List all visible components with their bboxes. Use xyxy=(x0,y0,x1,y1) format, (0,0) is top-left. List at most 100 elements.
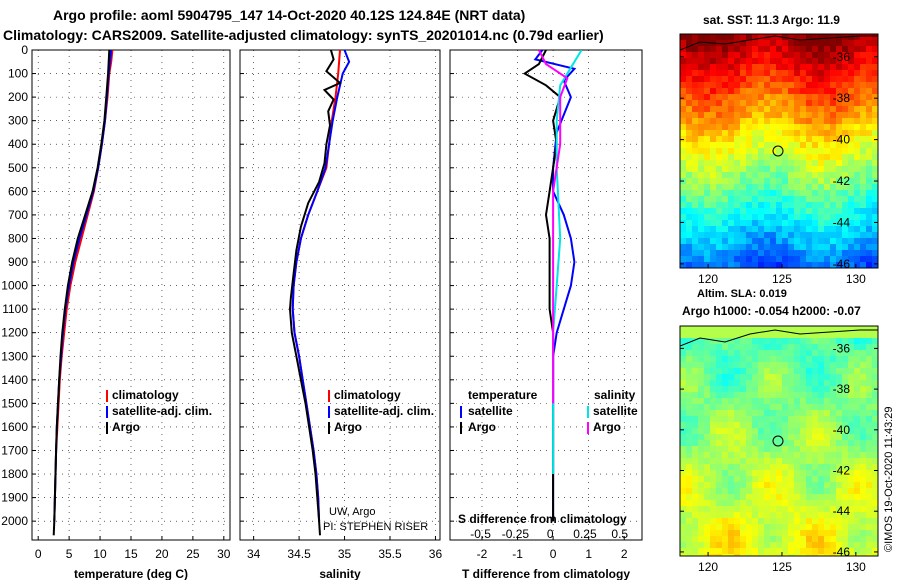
map-cell xyxy=(854,338,860,344)
map-cell xyxy=(860,554,866,556)
map-cell xyxy=(848,404,854,410)
map-cell xyxy=(776,136,782,142)
map-cell xyxy=(866,148,872,154)
map-cell xyxy=(758,70,764,76)
map-cell xyxy=(770,52,776,58)
map-cell xyxy=(830,380,836,386)
map-cell xyxy=(716,404,722,410)
map-cell xyxy=(812,416,818,422)
map-cell xyxy=(854,82,860,88)
map-cell xyxy=(740,40,746,46)
map-cell xyxy=(698,40,704,46)
map-cell xyxy=(704,52,710,58)
map-cell xyxy=(740,190,746,196)
map-cell xyxy=(782,548,788,554)
map-cell xyxy=(740,518,746,524)
map-cell xyxy=(782,494,788,500)
map-cell xyxy=(728,410,734,416)
map-cell xyxy=(722,476,728,482)
map-cell xyxy=(692,404,698,410)
map-cell xyxy=(872,350,878,356)
map-cell xyxy=(848,40,854,46)
map-cell xyxy=(800,178,806,184)
map-cell xyxy=(740,232,746,238)
map-cell xyxy=(782,530,788,536)
map-cell xyxy=(812,190,818,196)
map-cell xyxy=(704,542,710,548)
map-cell xyxy=(776,70,782,76)
map-cell xyxy=(752,410,758,416)
map-cell xyxy=(800,392,806,398)
map-cell xyxy=(704,46,710,52)
map-cell xyxy=(770,94,776,100)
map-cell xyxy=(836,148,842,154)
map-cell xyxy=(818,326,824,332)
map-cell xyxy=(710,82,716,88)
map-cell xyxy=(716,356,722,362)
map-cell xyxy=(734,142,740,148)
map-cell xyxy=(788,232,794,238)
map-cell xyxy=(782,64,788,70)
map-cell xyxy=(866,464,872,470)
legend-label-argo: Argo xyxy=(112,420,140,434)
map-cell xyxy=(710,226,716,232)
map-cell xyxy=(770,482,776,488)
map-cell xyxy=(692,536,698,542)
map-cell xyxy=(866,130,872,136)
map-cell xyxy=(758,124,764,130)
map-cell xyxy=(830,172,836,178)
map-cell xyxy=(728,494,734,500)
map-cell xyxy=(680,82,686,88)
map-cell xyxy=(752,70,758,76)
salinity-panel xyxy=(239,49,441,541)
map-cell xyxy=(686,380,692,386)
map-cell xyxy=(764,118,770,124)
map-cell xyxy=(782,398,788,404)
map-cell xyxy=(680,76,686,82)
map-cell xyxy=(758,166,764,172)
map-cell xyxy=(758,542,764,548)
map-cell xyxy=(794,488,800,494)
map-cell xyxy=(788,256,794,262)
map-cell xyxy=(716,52,722,58)
map-cell xyxy=(746,172,752,178)
map-cell xyxy=(830,470,836,476)
map-cell xyxy=(782,332,788,338)
map-cell xyxy=(752,130,758,136)
map-cell xyxy=(734,482,740,488)
map-cell xyxy=(704,220,710,226)
map-cell xyxy=(872,112,878,118)
map-cell xyxy=(824,88,830,94)
map-cell xyxy=(818,374,824,380)
map-cell xyxy=(758,464,764,470)
map-cell xyxy=(872,262,878,268)
map-cell xyxy=(692,106,698,112)
map-cell xyxy=(776,488,782,494)
map-cell xyxy=(842,458,848,464)
map-cell xyxy=(806,244,812,250)
map-cell xyxy=(806,356,812,362)
map-cell xyxy=(800,52,806,58)
map-cell xyxy=(872,34,878,40)
map-cell xyxy=(764,226,770,232)
map-cell xyxy=(842,482,848,488)
map-cell xyxy=(800,112,806,118)
map-cell xyxy=(836,356,842,362)
map-cell xyxy=(752,380,758,386)
map-cell xyxy=(788,244,794,250)
map-cell xyxy=(794,148,800,154)
map-cell xyxy=(710,356,716,362)
map-cell xyxy=(872,64,878,70)
map-cell xyxy=(782,410,788,416)
map-cell xyxy=(686,344,692,350)
map-cell xyxy=(680,458,686,464)
map-cell xyxy=(794,536,800,542)
map-cell xyxy=(722,142,728,148)
map-cell xyxy=(782,344,788,350)
map-cell xyxy=(788,506,794,512)
map-cell xyxy=(752,356,758,362)
xtick-label: 15 xyxy=(124,547,138,561)
map-cell xyxy=(698,88,704,94)
map-cell xyxy=(830,250,836,256)
map-cell xyxy=(716,410,722,416)
